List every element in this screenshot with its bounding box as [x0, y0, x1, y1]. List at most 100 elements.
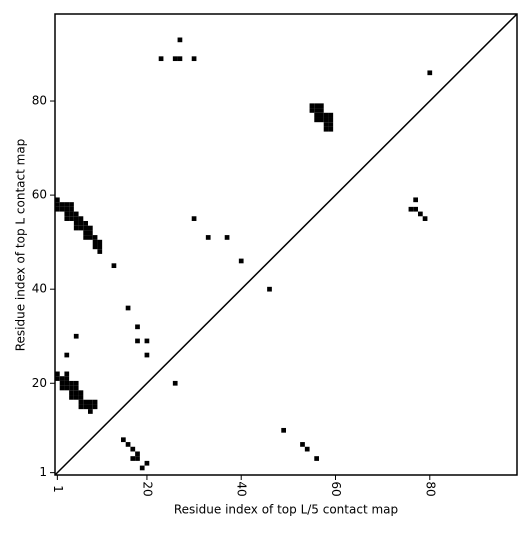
- contact-cell: [135, 451, 140, 457]
- contact-cell: [73, 390, 79, 396]
- contact-cell: [144, 338, 150, 344]
- contact-cell: [408, 206, 414, 212]
- plot-frame: [54, 13, 518, 476]
- contact-cell: [64, 385, 70, 391]
- contact-cell: [323, 112, 329, 118]
- x-tick-label: 40: [235, 481, 249, 496]
- contact-cell: [314, 108, 319, 113]
- contact-cell: [319, 103, 324, 109]
- contact-cell: [78, 225, 84, 231]
- contact-cell: [304, 446, 310, 452]
- contact-cell: [125, 442, 131, 447]
- contact-cell: [69, 216, 74, 221]
- contact-cell: [281, 427, 286, 433]
- contact-cell: [135, 324, 140, 330]
- contact-cell: [205, 235, 211, 240]
- y-tick-label: 40: [32, 282, 47, 296]
- contact-cell: [92, 239, 98, 245]
- contact-cell: [135, 456, 140, 461]
- contact-cell: [59, 206, 65, 212]
- contact-cell: [238, 258, 244, 264]
- contact-cell: [83, 399, 88, 405]
- contact-cell: [418, 211, 423, 217]
- contact-cell: [92, 235, 98, 240]
- contact-cell: [78, 395, 84, 400]
- contact-cell: [69, 395, 74, 400]
- contact-cell: [413, 206, 418, 212]
- contact-cell: [73, 211, 79, 217]
- contact-cell: [73, 216, 79, 221]
- contact-cell: [69, 390, 74, 396]
- contact-cell: [73, 225, 79, 231]
- contact-cell: [59, 376, 65, 381]
- contact-cell: [139, 465, 145, 471]
- y-tick-label: 20: [32, 376, 47, 390]
- contact-cell: [69, 206, 74, 212]
- x-tick-label: 80: [423, 481, 437, 496]
- contact-cell: [55, 371, 60, 377]
- contact-cell: [328, 122, 334, 127]
- contact-cell: [73, 333, 79, 339]
- contact-cell: [59, 202, 65, 207]
- contact-cell: [177, 56, 183, 62]
- contact-cell: [97, 249, 103, 254]
- contact-cell: [323, 126, 329, 132]
- x-tick-label: 20: [140, 481, 154, 496]
- contact-cell: [191, 216, 197, 221]
- contact-cell: [78, 216, 84, 221]
- contact-cell: [319, 112, 324, 118]
- contact-cell: [83, 230, 88, 236]
- contact-cell: [83, 220, 88, 226]
- contact-cell: [78, 399, 84, 405]
- contact-cell: [55, 202, 60, 207]
- contact-cell: [314, 112, 319, 118]
- contact-cell: [314, 103, 319, 109]
- contact-cell: [314, 456, 319, 461]
- contact-cell: [314, 117, 319, 123]
- contact-cell: [88, 225, 93, 231]
- contact-cell: [224, 235, 230, 240]
- x-tick-label: 60: [329, 481, 343, 496]
- contact-cell: [130, 446, 136, 452]
- contact-cell: [92, 399, 98, 405]
- contact-cell: [88, 404, 93, 410]
- contact-cell: [69, 211, 74, 217]
- contact-cell: [309, 108, 315, 113]
- y-tick-label: 60: [32, 188, 47, 202]
- y-tick-label: 80: [32, 94, 47, 108]
- contact-cell: [64, 376, 70, 381]
- contact-cell: [144, 352, 150, 358]
- contact-cell: [267, 286, 272, 292]
- contact-cell: [78, 404, 84, 410]
- contact-cell: [83, 225, 88, 231]
- contact-cell: [55, 376, 60, 381]
- y-tick-label: 1: [39, 465, 47, 479]
- contact-cell: [144, 460, 150, 466]
- contact-cell: [64, 371, 70, 377]
- contact-cell: [69, 202, 74, 207]
- contact-cell: [73, 385, 79, 391]
- contact-cell: [319, 108, 324, 113]
- contact-cell: [64, 216, 70, 221]
- contact-cell: [111, 263, 117, 269]
- x-tick-label: 1: [51, 485, 65, 493]
- contact-cell: [328, 112, 334, 118]
- diagonal: [54, 13, 518, 476]
- contact-cell: [172, 56, 178, 62]
- contact-cell: [83, 235, 88, 240]
- contact-cell: [64, 202, 70, 207]
- contact-cell: [427, 70, 433, 76]
- contact-cell: [130, 456, 136, 461]
- contact-cell: [135, 338, 140, 344]
- contact-cell: [125, 305, 131, 311]
- contact-cell: [319, 117, 324, 123]
- contact-cell: [59, 385, 65, 391]
- contact-cell: [73, 220, 79, 226]
- contact-cell: [83, 404, 88, 410]
- contact-cell: [328, 126, 334, 132]
- contact-cell: [121, 437, 126, 443]
- contact-cell: [309, 103, 315, 109]
- contact-cell: [92, 404, 98, 410]
